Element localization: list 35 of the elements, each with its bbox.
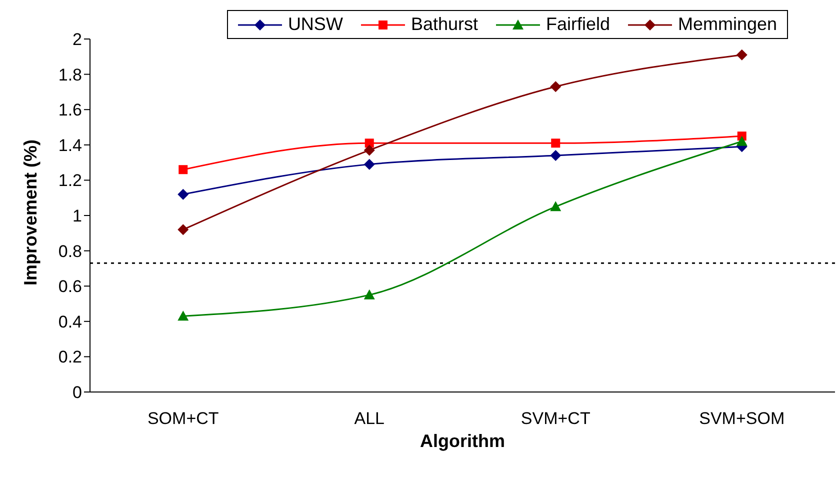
point: [364, 158, 375, 170]
x-tick-label: SVM+CT: [520, 409, 590, 428]
x-tick-label: ALL: [354, 409, 384, 428]
x-axis-title: Algorithm: [420, 431, 505, 451]
y-tick-label: 0.2: [58, 348, 82, 367]
legend-label: Bathurst: [410, 14, 478, 35]
y-axis-title: Improvement (%): [20, 139, 40, 286]
point: [736, 136, 748, 146]
y-tick-label: 0.4: [58, 312, 82, 332]
point: [364, 144, 375, 156]
y-tick-label: 2: [72, 30, 82, 50]
legend-label: Memmingen: [677, 14, 778, 35]
point: [550, 81, 562, 92]
point: [178, 188, 189, 200]
point: [551, 138, 560, 148]
point: [364, 138, 374, 148]
y-tick-label: 1.2: [58, 171, 82, 190]
point: [178, 224, 189, 236]
y-tick-label: 1.8: [58, 65, 82, 84]
y-tick-label: 1.6: [58, 100, 82, 120]
y-tick-label: 0: [72, 383, 82, 402]
point: [178, 310, 189, 321]
point: [736, 49, 748, 60]
x-tick-label: SOM+CT: [147, 409, 219, 428]
x-tick-label: SVM+SOM: [699, 409, 785, 428]
point: [178, 165, 188, 174]
point: [364, 289, 375, 300]
point: [550, 150, 562, 161]
point: [550, 201, 562, 212]
y-tick-label: 0.8: [58, 242, 82, 261]
y-tick-label: 1.4: [58, 136, 82, 155]
legend-label: Fairfield: [544, 14, 610, 35]
y-tick-label: 1: [72, 206, 82, 226]
y-tick-label: 0.6: [58, 277, 82, 296]
legend-label: UNSW: [286, 14, 343, 35]
